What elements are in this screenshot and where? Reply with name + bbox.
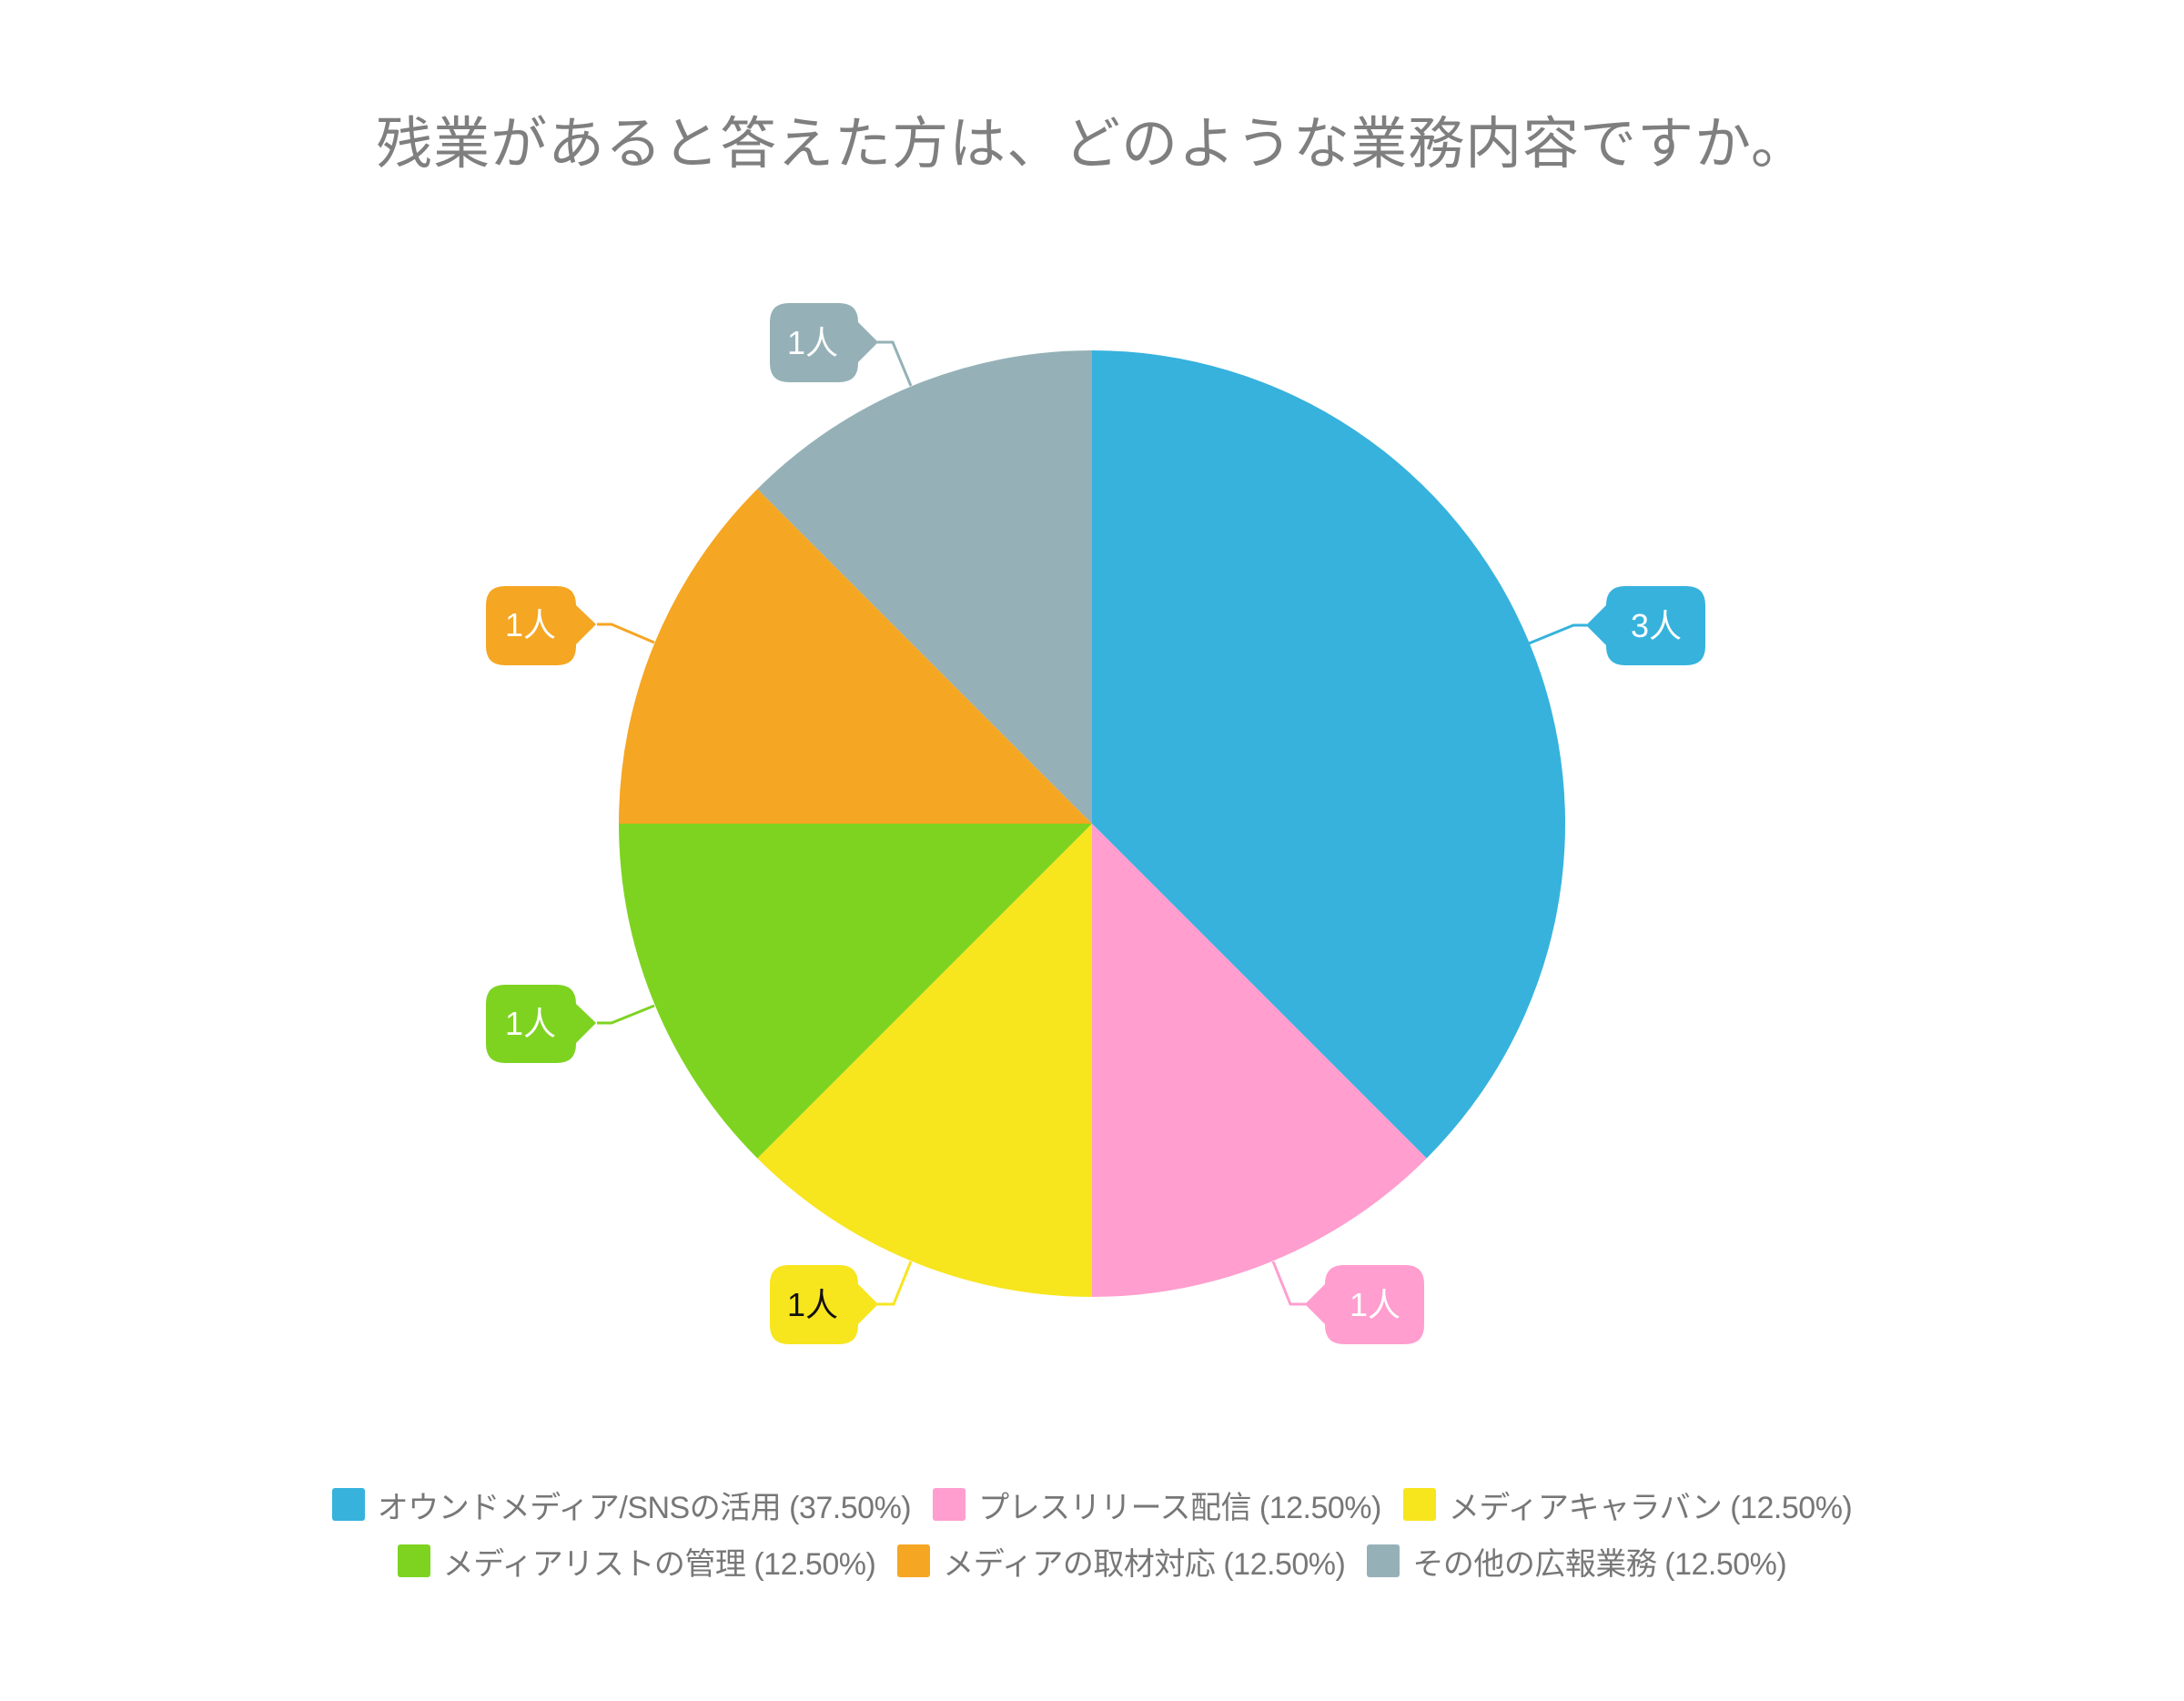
leader-line-owned-media — [1528, 623, 1587, 645]
data-label-text: 3人 — [1631, 607, 1682, 644]
legend-label: その他の広報業務 (12.50%) — [1412, 1546, 1787, 1582]
legend-swatch — [397, 1544, 430, 1577]
data-label-text: 1人 — [505, 1005, 556, 1042]
legend-swatch — [933, 1488, 966, 1521]
data-label-media-caravan: 1人 — [770, 1265, 878, 1344]
data-label-owned-media: 3人 — [1586, 586, 1705, 665]
legend-label: メディアの取材対応 (12.50%) — [943, 1546, 1346, 1582]
chart-title: 残業があると答えた方は、どのような業務内容ですか。 — [376, 110, 1808, 177]
legend-swatch — [1367, 1544, 1400, 1577]
legend-swatch — [897, 1544, 931, 1577]
data-label-text: 1人 — [787, 324, 838, 361]
legend: オウンドメディア/SNSの活用 (37.50%) プレスリリース配信 (12.5… — [0, 1482, 2184, 1595]
data-label-text: 1人 — [1350, 1286, 1400, 1323]
legend-item-owned-media[interactable]: オウンドメディア/SNSの活用 (37.50%) — [331, 1483, 912, 1527]
legend-item-other[interactable]: その他の広報業務 (12.50%) — [1367, 1539, 1787, 1584]
legend-item-press-release[interactable]: プレスリリース配信 (12.50%) — [933, 1483, 1381, 1527]
pie-slice-media-list[interactable] — [619, 824, 1092, 1159]
legend-row-2: メディアリストの管理 (12.50%) メディアの取材対応 (12.50%) そ… — [0, 1538, 2184, 1584]
legend-row-1: オウンドメディア/SNSの活用 (37.50%) プレスリリース配信 (12.5… — [0, 1482, 2184, 1527]
legend-item-media-interview[interactable]: メディアの取材対応 (12.50%) — [897, 1539, 1346, 1584]
data-label-media-list: 1人 — [486, 985, 596, 1063]
legend-item-media-list[interactable]: メディアリストの管理 (12.50%) — [397, 1539, 876, 1584]
legend-label: プレスリリース配信 (12.50%) — [978, 1490, 1381, 1525]
leader-line-other — [877, 340, 913, 387]
leader-line-media-interview — [597, 623, 655, 644]
pie-slice-media-caravan[interactable] — [757, 824, 1092, 1297]
data-label-press-release: 1人 — [1305, 1265, 1424, 1344]
pie-slice-press-release[interactable] — [1092, 824, 1427, 1297]
leader-line-press-release — [1271, 1261, 1307, 1306]
leader-lines — [597, 340, 1587, 1306]
pie-slice-other[interactable] — [757, 350, 1092, 824]
legend-swatch — [1402, 1488, 1436, 1521]
legend-label: メディアリストの管理 (12.50%) — [442, 1546, 876, 1582]
leader-line-media-caravan — [877, 1261, 913, 1306]
pie-slices — [619, 350, 1566, 1297]
pie-slice-media-interview[interactable] — [619, 489, 1092, 824]
data-label-other: 1人 — [770, 303, 878, 382]
data-label-media-interview: 1人 — [486, 586, 596, 665]
leader-line-media-list — [597, 1004, 655, 1025]
legend-item-media-caravan[interactable]: メディアキャラバン (12.50%) — [1402, 1483, 1853, 1527]
data-label-text: 1人 — [505, 606, 556, 643]
legend-label: オウンドメディア/SNSの活用 (37.50%) — [377, 1490, 912, 1525]
legend-label: メディアキャラバン (12.50%) — [1448, 1490, 1853, 1525]
data-label-text: 1人 — [787, 1286, 838, 1323]
pie-slice-owned-media[interactable] — [1092, 350, 1566, 1159]
legend-swatch — [331, 1488, 365, 1521]
